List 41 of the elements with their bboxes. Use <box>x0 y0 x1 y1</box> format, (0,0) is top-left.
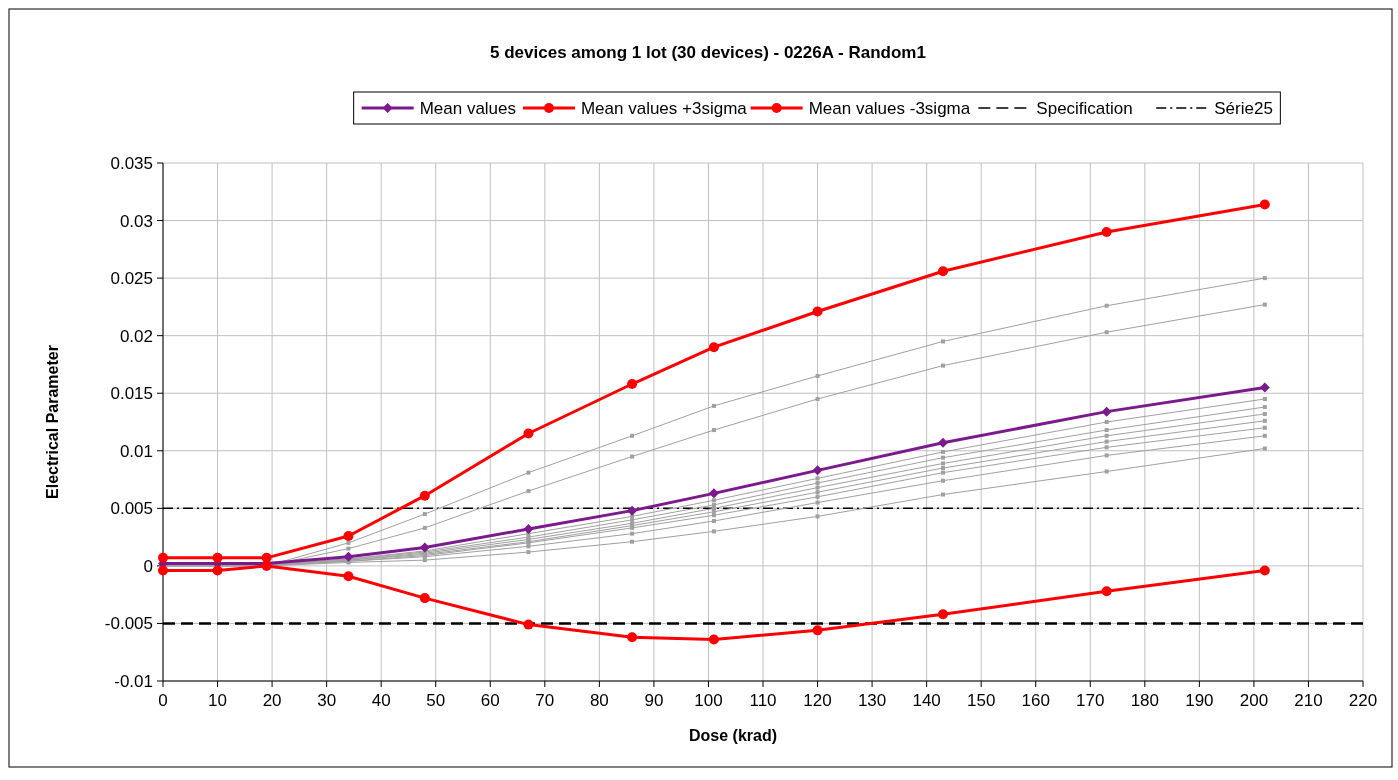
x-tick-label: 200 <box>1239 691 1269 710</box>
y-tick-label: 0.035 <box>110 154 153 173</box>
y-tick-label: 0.03 <box>119 211 153 231</box>
y-tick-label: 0.015 <box>110 384 153 404</box>
x-tick-label: 70 <box>535 691 555 710</box>
x-tick-label: 170 <box>1076 691 1105 710</box>
legend-label: Mean values <box>419 99 517 118</box>
x-tick-label: 140 <box>912 691 941 710</box>
x-tick-label: 110 <box>749 691 777 710</box>
x-tick-label: 130 <box>857 691 887 710</box>
y-tick-label: 0.02 <box>119 326 153 346</box>
x-tick-label: 90 <box>644 691 664 710</box>
x-tick-label: 210 <box>1294 691 1323 710</box>
y-tick-label: -0.01 <box>114 672 153 691</box>
legend-label: Mean values +3sigma <box>580 99 748 118</box>
x-tick-label: 160 <box>1021 691 1050 710</box>
y-axis-title: Electrical Parameter <box>44 345 61 499</box>
x-tick-label: 50 <box>426 691 446 710</box>
x-tick-label: 30 <box>317 691 337 710</box>
x-tick-label: 80 <box>589 691 609 710</box>
y-tick-label: 0 <box>143 556 153 576</box>
x-tick-label: 150 <box>966 691 996 710</box>
x-axis-title: Dose (krad) <box>688 727 778 744</box>
y-tick-label: 0.01 <box>119 441 153 461</box>
x-tick-label: 120 <box>803 691 832 710</box>
y-tick-label: 0.005 <box>110 499 153 519</box>
legend-label: Mean values -3sigma <box>808 99 971 118</box>
x-tick-label: 220 <box>1348 691 1378 710</box>
y-tick-label: 0.025 <box>110 269 153 289</box>
y-tick-label: -0.005 <box>104 614 153 634</box>
x-tick-label: 0 <box>158 691 168 710</box>
x-tick-label: 10 <box>208 691 228 710</box>
legend-label: Série25 <box>1214 99 1273 118</box>
legend-label: Specification <box>1036 99 1133 118</box>
chart-title: 5 devices among 1 lot (30 devices) - 0226A - Random1 <box>490 43 926 62</box>
x-tick-label: 60 <box>480 691 500 710</box>
x-tick-label: 20 <box>262 691 282 710</box>
x-tick-label: 100 <box>694 691 723 710</box>
x-tick-label: 40 <box>371 691 391 710</box>
x-tick-label: 180 <box>1130 691 1160 710</box>
x-tick-label: 190 <box>1185 691 1214 710</box>
